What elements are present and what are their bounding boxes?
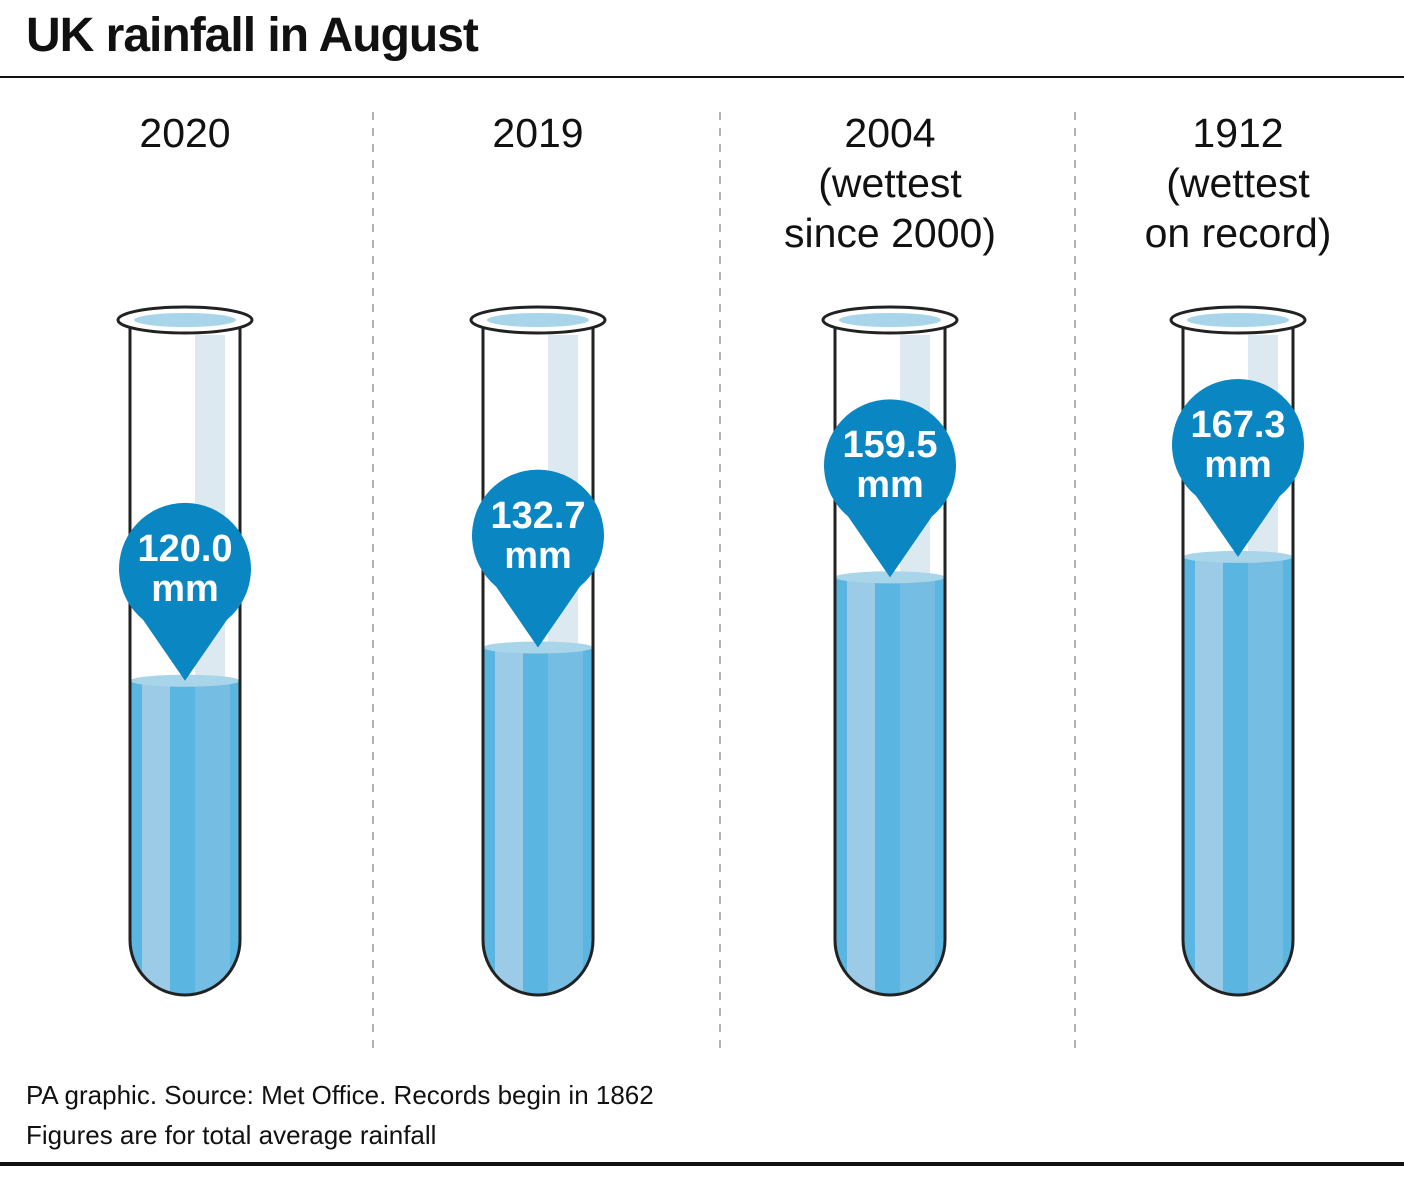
tube-outline	[128, 323, 242, 997]
category-label: 2019	[492, 110, 584, 156]
category-label: 2004 (wettest since 2000)	[784, 110, 996, 256]
value-label: 167.3 mm	[1190, 403, 1286, 486]
category-label: 1912 (wettest on record)	[1144, 110, 1332, 256]
chart-title: UK rainfall in August	[26, 9, 479, 62]
value-pin	[1172, 378, 1304, 557]
source: PA graphic. Source: Met Office. Records …	[26, 1080, 654, 1110]
liquid-highlight	[847, 577, 875, 995]
value-label: 120.0 mm	[137, 527, 233, 610]
category-label: 2020	[139, 110, 231, 156]
liquid-shade	[900, 577, 935, 995]
value-label: 159.5 mm	[842, 424, 938, 507]
liquid-highlight	[495, 647, 523, 995]
liquid-shade	[548, 647, 583, 995]
tube-outline	[481, 323, 595, 997]
tube-outline	[833, 323, 947, 997]
tube-opening	[134, 313, 236, 327]
liquid-shade	[1248, 556, 1283, 995]
value-label: 132.7 mm	[490, 494, 586, 577]
liquid-highlight	[1195, 556, 1223, 995]
value-pin	[472, 469, 605, 648]
liquid-highlight	[142, 680, 170, 995]
liquid-shade	[195, 680, 230, 995]
tube-opening	[1187, 313, 1289, 327]
value-pin	[119, 502, 251, 681]
note: Figures are for total average rainfall	[26, 1120, 437, 1150]
tube-outline	[1181, 323, 1295, 997]
value-pin	[824, 399, 957, 578]
tube-opening	[487, 313, 589, 327]
tube-opening	[839, 313, 941, 327]
